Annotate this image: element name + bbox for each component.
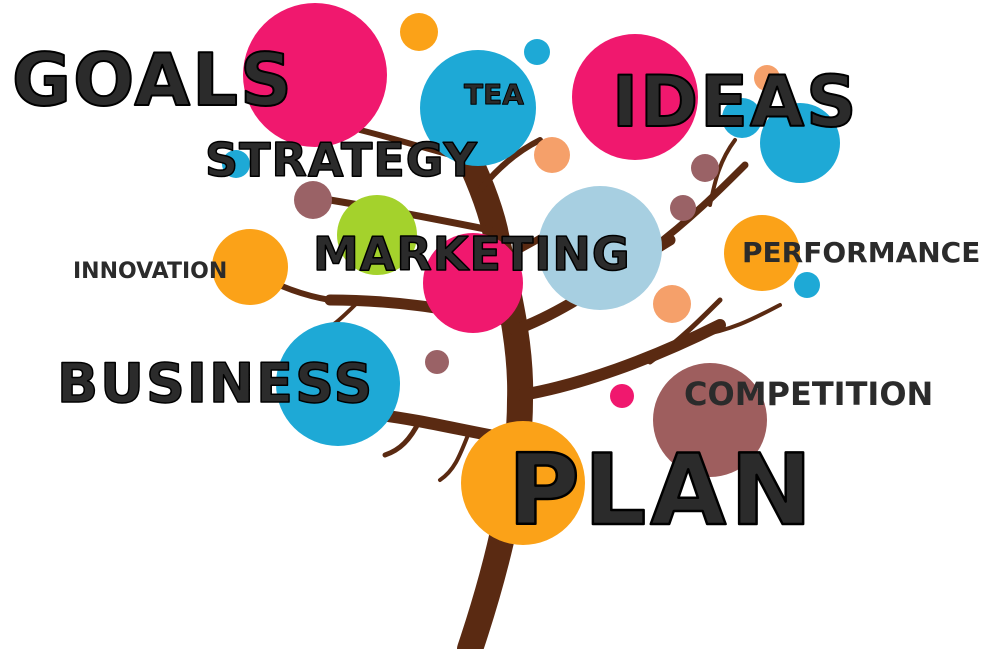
word-tea: TEA [464,78,524,111]
circle-small-orange-top [400,13,438,51]
branch-center-upper [477,137,543,193]
circles [212,3,840,545]
words: GOALS TEA IDEAS STRATEGY INNOVATION MARK… [11,37,980,549]
tree-branches [247,127,782,649]
word-business: BUSINESS [57,352,374,415]
circle-orange-performance [724,215,800,291]
circle-magenta-marketing [423,233,523,333]
circle-cyan-strategy-small [222,150,250,178]
circle-lightblue-marketing [538,186,662,310]
branch-right-upper [646,161,749,254]
word-goals: GOALS [12,38,294,122]
word-marketing: MARKETING [313,227,631,281]
circle-mauve-right2 [670,195,696,221]
circle-orange-innovation [212,229,288,305]
word-competition: COMPETITION [684,375,933,413]
circle-salmon-strategy [534,137,570,173]
branch-right-lower-twig1 [647,297,723,365]
circle-mauve-left [294,181,332,219]
branch-left-upper [326,196,494,234]
circle-mauve-right1 [691,154,719,182]
word-strategy: STRATEGY [205,133,478,187]
circle-rosybrown-competition [653,363,767,477]
circle-magenta-small-mid [610,384,634,408]
branch-left-low-twig [438,428,472,482]
circle-salmon-ideas [754,65,780,91]
branch-left-lower-twig [382,417,423,458]
circle-small-cyan-top [524,39,550,65]
circle-cyan-business [276,322,400,446]
circle-cyan-performance-small [794,272,820,298]
circle-ideas-magenta [572,34,698,160]
word-plan: PLAN [508,434,816,548]
word-performance: PERFORMANCE [742,236,980,269]
circle-tea-cyan [420,50,536,166]
circle-cyan-ideas-small [722,98,762,138]
circle-lime [337,195,417,275]
branch-right-lower [516,319,726,401]
circle-orange-plan [461,421,585,545]
word-innovation: INNOVATION [73,259,227,284]
circle-mauve-small-mid [425,350,449,374]
trunk [447,127,534,649]
branch-right-upper-twig [708,138,737,207]
branch-right-lower-twig2 [698,303,782,337]
circle-goals-magenta [243,3,387,147]
circle-cyan-right [760,103,840,183]
circle-salmon-mid [653,285,691,323]
word-ideas: IDEAS [612,61,859,143]
